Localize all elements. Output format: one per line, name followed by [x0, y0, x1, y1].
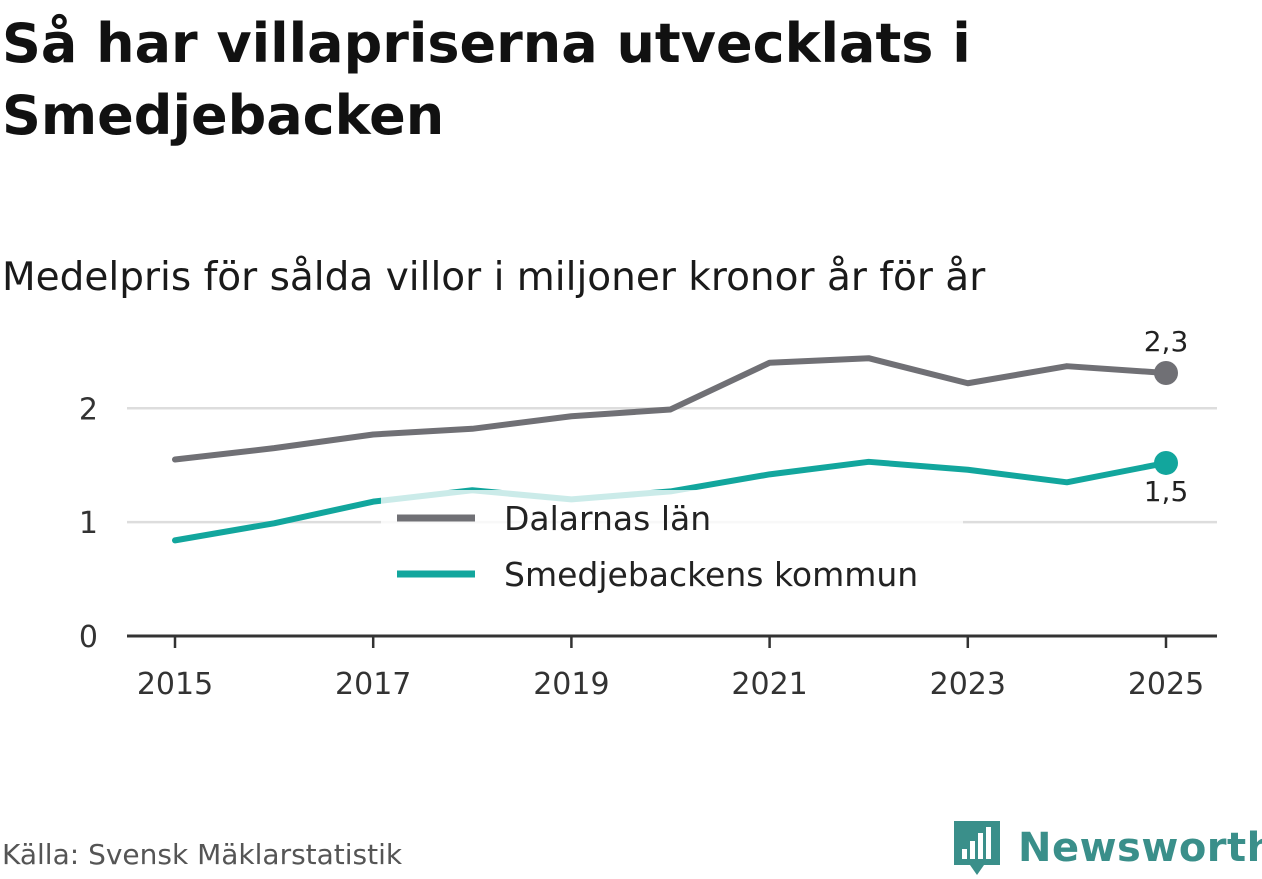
brand-name: Newsworthy	[1018, 825, 1262, 871]
brand-logo: Newsworthy	[952, 818, 1262, 878]
end-value-label-0: 2,3	[1144, 325, 1189, 358]
x-tick-label: 2019	[533, 667, 609, 702]
y-tick-label: 1	[79, 506, 98, 541]
legend-label-1: Smedjebackens kommun	[504, 555, 918, 594]
end-value-label-1: 1,5	[1144, 475, 1189, 508]
x-tick-label: 2023	[930, 667, 1006, 702]
chart-title: Så har villapriserna utvecklats i Smedje…	[2, 12, 971, 147]
source-note: Källa: Svensk Mäklarstatistik	[2, 838, 403, 871]
legend: Dalarnas län Smedjebackens kommun	[381, 490, 963, 606]
x-tick-label: 2021	[731, 667, 807, 702]
chart-subtitle: Medelpris för sålda villor i miljoner kr…	[2, 255, 986, 300]
y-axis-ticks: 0 1 2	[79, 392, 98, 655]
newsworthy-logo-icon	[954, 821, 1000, 875]
x-axis-ticks: 2015 2017 2019 2021 2023 2025	[137, 636, 1204, 702]
legend-background	[381, 490, 963, 606]
end-labels: 2,3 1,5	[1144, 325, 1189, 508]
x-tick-label: 2015	[137, 667, 213, 702]
y-tick-label: 2	[79, 392, 98, 427]
series-end-point-0	[1154, 361, 1178, 386]
y-tick-label: 0	[79, 620, 98, 655]
x-tick-label: 2017	[335, 667, 411, 702]
series-line-0	[172, 355, 1169, 463]
x-tick-label: 2025	[1128, 667, 1204, 702]
legend-label-0: Dalarnas län	[504, 499, 711, 538]
series-end-point-1	[1154, 450, 1178, 475]
